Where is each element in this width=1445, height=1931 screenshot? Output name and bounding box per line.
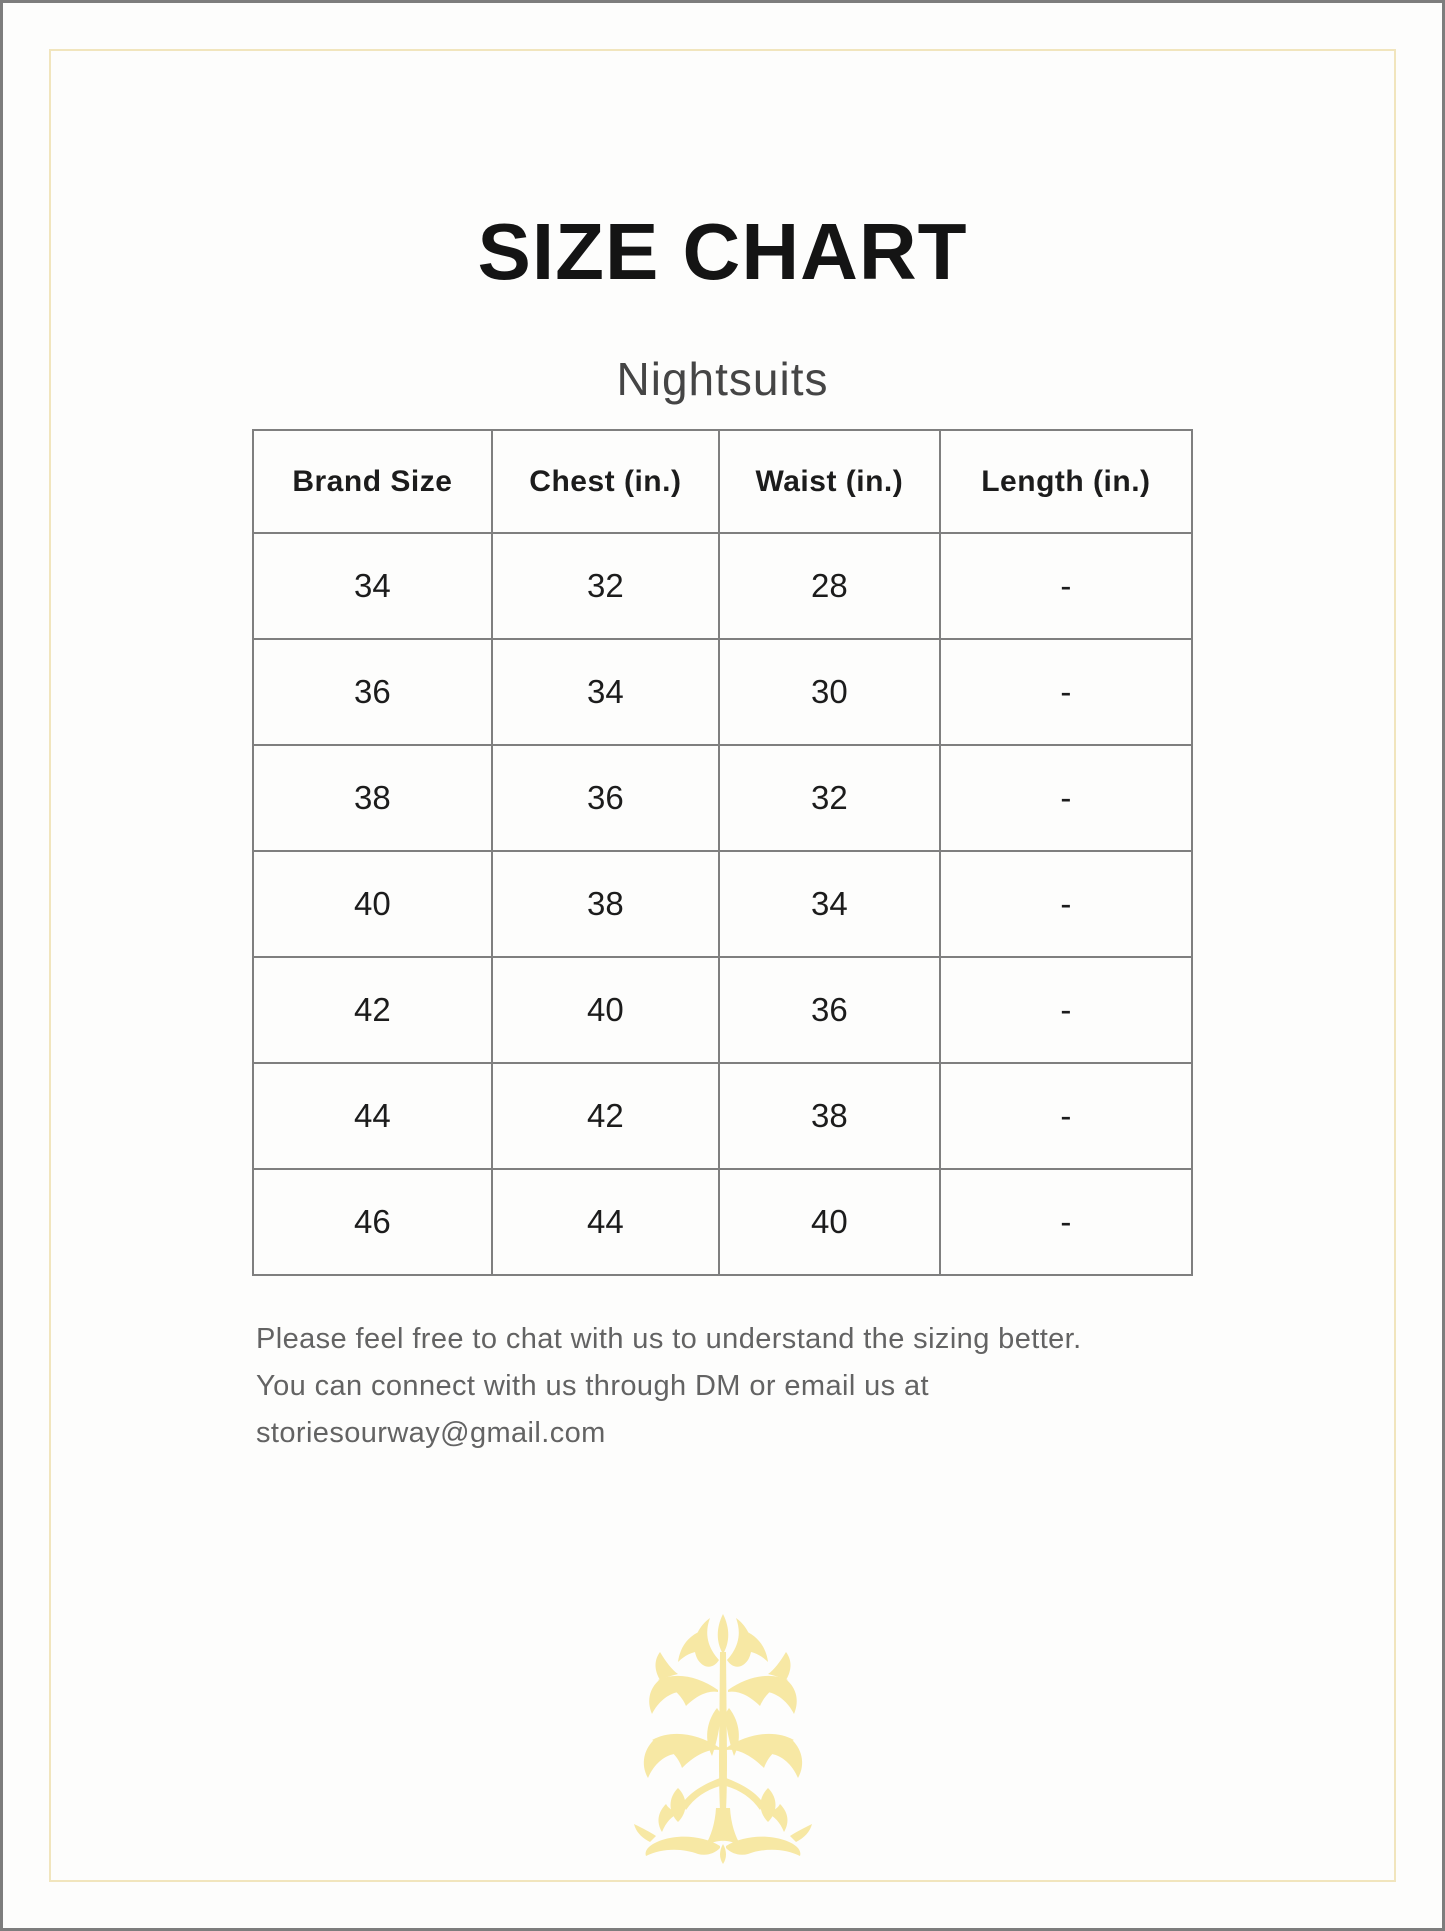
table-cell: 36 — [490, 744, 721, 852]
floral-damask-motif-icon — [633, 1614, 812, 1864]
table-header-row: Brand Size Chest (in.) Waist (in.) Length (… — [252, 429, 1194, 534]
table-header-cell: Length (in.) — [938, 429, 1194, 534]
table-cell: 40 — [718, 1168, 941, 1276]
table-row: 34 32 28- — [252, 532, 1194, 640]
table-cell: 28 — [718, 532, 941, 640]
size-table-body: 34 32 28-36 34 30-38 36 32-40 38 34-42 40 36-44 42 3… — [252, 532, 1194, 1276]
table-cell: 34 — [252, 532, 493, 640]
table-cell: 44 — [252, 1062, 493, 1170]
table-cell: 40 — [490, 956, 721, 1064]
table-cell: 42 — [252, 956, 493, 1064]
table-cell: 32 — [490, 532, 721, 640]
table-cell: - — [938, 850, 1194, 958]
table-cell: - — [938, 1062, 1194, 1170]
table-cell: 34 — [718, 850, 941, 958]
table-header-cell: Brand Size — [252, 429, 493, 534]
sizing-note: Please feel free to chat with us to unde… — [252, 1316, 1193, 1457]
table-cell: 46 — [252, 1168, 493, 1276]
page-subtitle: Nightsuits — [616, 353, 829, 405]
table-cell: - — [938, 744, 1194, 852]
table-cell: 32 — [718, 744, 941, 852]
table-cell: 36 — [718, 956, 941, 1064]
table-cell: 36 — [252, 638, 493, 746]
table-header-cell: Waist (in.) — [718, 429, 941, 534]
page-title: SIZE CHART — [477, 207, 968, 296]
table-row: 38 36 32- — [252, 744, 1194, 852]
sizing-note-line-2: You can connect with us through DM or em… — [256, 1370, 929, 1402]
table-row: 42 40 36- — [252, 956, 1194, 1064]
table-cell: - — [938, 956, 1194, 1064]
table-cell: 42 — [490, 1062, 721, 1170]
table-cell: - — [938, 532, 1194, 640]
table-cell: 44 — [490, 1168, 721, 1276]
table-cell: 38 — [490, 850, 721, 958]
table-cell: - — [938, 638, 1194, 746]
table-header-cell: Chest (in.) — [490, 429, 721, 534]
table-cell: - — [938, 1168, 1194, 1276]
size-table-container: Brand Size Chest (in.) Waist (in.) Length (… — [252, 429, 1194, 1457]
table-row: 44 42 38- — [252, 1062, 1194, 1170]
table-cell: 34 — [490, 638, 721, 746]
table-cell: 38 — [718, 1062, 941, 1170]
table-row: 46 44 40- — [252, 1168, 1194, 1276]
size-table-head: Brand Size Chest (in.) Waist (in.) Length (… — [252, 429, 1194, 534]
table-row: 36 34 30- — [252, 638, 1194, 746]
table-row: 40 38 34- — [252, 850, 1194, 958]
contact-email: storiesourway@gmail.com — [256, 1417, 606, 1449]
table-cell: 38 — [252, 744, 493, 852]
table-cell: 30 — [718, 638, 941, 746]
table-cell: 40 — [252, 850, 493, 958]
size-table: Brand Size Chest (in.) Waist (in.) Length (… — [252, 429, 1194, 1276]
sizing-note-line-1: Please feel free to chat with us to unde… — [256, 1323, 1082, 1355]
